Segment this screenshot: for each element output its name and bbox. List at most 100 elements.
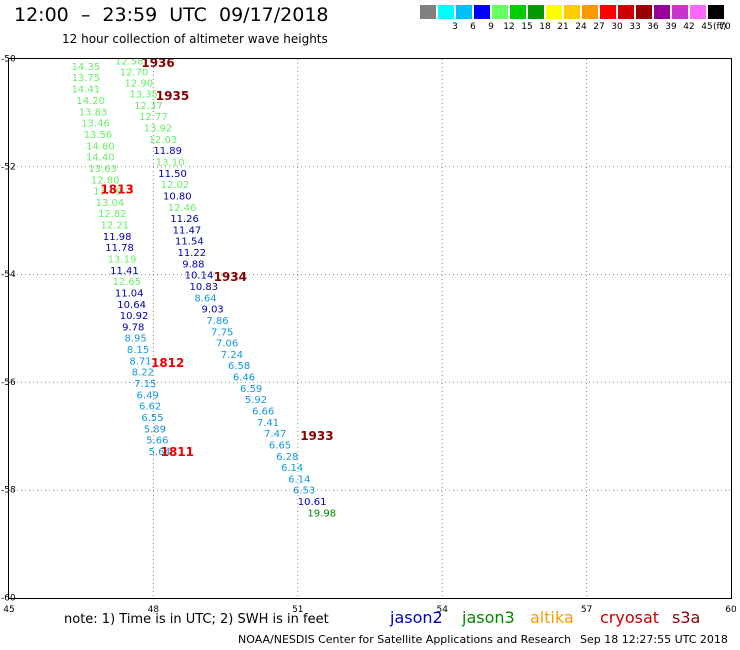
wave-height-value: 11.26 bbox=[170, 214, 199, 225]
note-text: note: 1) Time is in UTC; 2) SWH is in fe… bbox=[64, 612, 329, 627]
color-swatch bbox=[564, 5, 580, 19]
color-scale-label: 27 bbox=[593, 22, 605, 32]
legend-cryosat: cryosat bbox=[600, 608, 660, 627]
pass-time-label: 1933 bbox=[300, 429, 333, 443]
wave-height-value: 6.62 bbox=[139, 402, 161, 413]
wave-height-value: 19.98 bbox=[307, 508, 336, 519]
wave-height-value: 14.41 bbox=[72, 85, 101, 96]
wave-height-value: 6.65 bbox=[269, 440, 291, 451]
pass-time-label: 1813 bbox=[100, 182, 133, 196]
wave-height-value: 6.49 bbox=[137, 390, 159, 401]
color-swatch bbox=[600, 5, 616, 19]
wave-height-value: 14.60 bbox=[86, 141, 115, 152]
wave-height-value: 8.15 bbox=[127, 345, 149, 356]
color-scale-label: 45 bbox=[701, 22, 713, 32]
wave-height-value: 9.88 bbox=[182, 259, 204, 270]
wave-height-value: 14.35 bbox=[72, 62, 101, 73]
color-swatch bbox=[474, 5, 490, 19]
color-scale-label: 33 bbox=[629, 22, 641, 32]
wave-height-value: 13.75 bbox=[72, 73, 101, 84]
color-swatch bbox=[420, 5, 436, 19]
color-swatch bbox=[582, 5, 598, 19]
wave-height-value: 9.03 bbox=[202, 305, 224, 316]
wave-height-value: 7.86 bbox=[206, 316, 228, 327]
wave-height-value: 13.49 bbox=[93, 187, 122, 198]
wave-height-value: 10.64 bbox=[117, 300, 146, 311]
wave-height-value: 12.58 bbox=[115, 59, 144, 68]
wave-height-value: 14.40 bbox=[86, 153, 115, 164]
wave-height-value: 6.66 bbox=[252, 407, 274, 418]
wave-height-value: 6.14 bbox=[288, 474, 310, 485]
wave-height-value: 6.28 bbox=[276, 452, 298, 463]
wave-height-value: 7.75 bbox=[211, 327, 233, 338]
color-scale-label: 30 bbox=[611, 22, 623, 32]
color-swatch bbox=[438, 5, 454, 19]
chart-svg: 14.3513.7514.4114.2013.8313.4613.5614.60… bbox=[9, 59, 731, 598]
wave-height-value: 13.04 bbox=[96, 198, 125, 209]
wave-height-value: 11.47 bbox=[173, 225, 202, 236]
pass-time-label: 1935 bbox=[156, 89, 189, 103]
x-tick-label: 45 bbox=[3, 605, 14, 615]
wave-height-value: 5.66 bbox=[146, 436, 168, 447]
wave-height-value: 10.92 bbox=[120, 311, 149, 322]
wave-height-value: 6.55 bbox=[141, 413, 163, 424]
color-scale-unit: (ft) bbox=[713, 22, 727, 32]
color-scale-label: 15 bbox=[521, 22, 533, 32]
chart-subtitle: 12 hour collection of altimeter wave hei… bbox=[62, 32, 328, 46]
wave-height-value: 10.80 bbox=[163, 191, 192, 202]
wave-height-value: 12.37 bbox=[134, 101, 163, 112]
wave-height-value: 7.06 bbox=[216, 339, 238, 350]
pass-time-label: 1936 bbox=[141, 59, 174, 70]
wave-height-value: 11.98 bbox=[103, 232, 132, 243]
color-scale-label: 39 bbox=[665, 22, 677, 32]
wave-height-value: 12.46 bbox=[168, 203, 197, 214]
wave-height-value: 13.83 bbox=[79, 107, 108, 118]
wave-height-value: 13.46 bbox=[81, 119, 110, 130]
color-swatch bbox=[510, 5, 526, 19]
color-swatch bbox=[708, 5, 724, 19]
wave-height-value: 12.77 bbox=[139, 112, 168, 123]
color-swatch bbox=[528, 5, 544, 19]
color-scale-label: 6 bbox=[470, 22, 476, 32]
wave-height-value: 13.19 bbox=[108, 255, 137, 266]
color-scale-label: 18 bbox=[539, 22, 551, 32]
color-swatch bbox=[654, 5, 670, 19]
wave-height-value: 12.90 bbox=[125, 78, 154, 89]
wave-height-value: 13.35 bbox=[129, 90, 158, 101]
wave-height-value: 13.10 bbox=[156, 157, 185, 168]
wave-height-value: 13.63 bbox=[88, 164, 117, 175]
color-swatch bbox=[618, 5, 634, 19]
wave-height-value: 6.58 bbox=[228, 361, 250, 372]
color-swatch bbox=[492, 5, 508, 19]
wave-height-value: 6.14 bbox=[281, 463, 303, 474]
wave-height-value: 6.46 bbox=[233, 373, 255, 384]
wave-height-value: 11.22 bbox=[177, 248, 206, 259]
wave-height-value: 9.78 bbox=[122, 322, 144, 333]
chart-title: 12:00 – 23:59 UTC 09/17/2018 bbox=[14, 4, 329, 26]
wave-height-value: 5.92 bbox=[245, 395, 267, 406]
wave-height-value: 11.78 bbox=[105, 243, 134, 254]
color-swatch bbox=[690, 5, 706, 19]
wave-height-value: 8.22 bbox=[132, 368, 154, 379]
wave-height-value: 10.83 bbox=[190, 282, 219, 293]
pass-time-label: 1812 bbox=[151, 356, 184, 370]
wave-height-value: 10.14 bbox=[185, 271, 214, 282]
legend-s3a: s3a bbox=[672, 608, 701, 627]
wave-height-value: 5.64 bbox=[149, 447, 171, 458]
wave-height-value: 12.65 bbox=[112, 277, 141, 288]
legend-jason3: jason3 bbox=[462, 608, 515, 627]
x-tick-label: 60 bbox=[725, 605, 737, 615]
wave-height-value: 12.70 bbox=[120, 67, 149, 78]
wave-height-value: 7.15 bbox=[134, 379, 156, 390]
color-scale-label: 36 bbox=[647, 22, 659, 32]
color-scale-label: 12 bbox=[503, 22, 515, 32]
color-scale-label: 70 bbox=[719, 22, 731, 32]
color-swatch bbox=[672, 5, 688, 19]
color-swatch bbox=[546, 5, 562, 19]
pass-time-label: 1811 bbox=[161, 445, 194, 459]
wave-height-value: 10.61 bbox=[298, 497, 327, 508]
wave-height-value: 8.64 bbox=[194, 293, 216, 304]
x-tick-label: 57 bbox=[581, 605, 592, 615]
wave-height-value: 11.89 bbox=[153, 146, 182, 157]
